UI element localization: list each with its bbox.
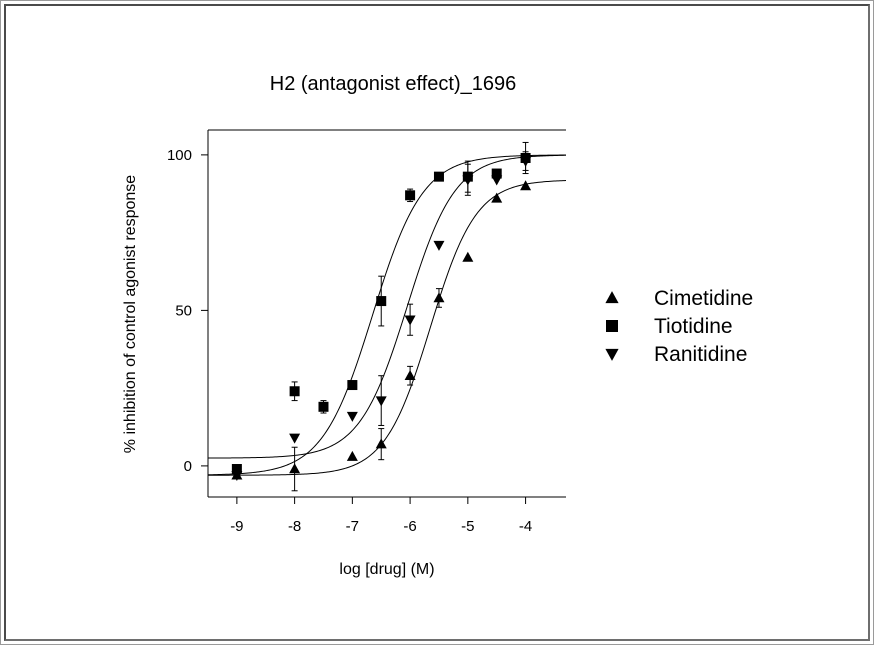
x-tick-label: -5: [461, 518, 474, 535]
legend: Cimetidine Tiotidine Ranitidine: [605, 287, 753, 366]
fit-curve-ranitidine: [208, 154, 567, 459]
data-point-ranitidine: [404, 315, 416, 326]
data-point-cimetidine: [462, 251, 474, 262]
data-point-ranitidine: [231, 470, 243, 481]
data-point-tiotidine: [231, 464, 242, 475]
data-point-tiotidine: [376, 296, 387, 307]
data-point-tiotidine: [491, 168, 502, 179]
fit-curve-tiotidine: [207, 154, 567, 476]
data-point-ranitidine: [462, 175, 474, 186]
fit-curve-cimetidine: [208, 180, 567, 476]
data-point-ranitidine: [346, 411, 358, 422]
data-point-tiotidine: [289, 386, 300, 397]
y-tick-label: 100: [167, 147, 192, 164]
window-inner-border: [4, 4, 870, 641]
data-point-tiotidine: [433, 171, 444, 182]
legend-marker-cimetidine: [605, 291, 619, 304]
x-tick-label: -4: [519, 518, 532, 535]
data-point-ranitidine: [433, 240, 445, 251]
y-tick-label: 50: [175, 302, 192, 319]
data-point-cimetidine: [404, 369, 416, 380]
data-point-cimetidine: [346, 450, 358, 461]
x-tick-label: -6: [403, 518, 416, 535]
chart-title: H2 (antagonist effect)_1696: [270, 73, 516, 95]
data-point-ranitidine: [375, 396, 387, 407]
data-point-tiotidine: [318, 401, 329, 412]
y-tick-label: 0: [184, 458, 192, 475]
legend-marker-tiotidine: [606, 320, 618, 332]
data-point-ranitidine: [491, 175, 503, 186]
plot-area: -9 -8 -7 -6 -5 -4 0 50 100: [167, 129, 567, 535]
data-point-ranitidine: [289, 433, 301, 444]
y-axis-label: % inhibition of control agonist response: [122, 175, 139, 453]
data-point-cimetidine: [289, 463, 301, 474]
x-tick-label: -7: [346, 518, 359, 535]
data-point-tiotidine: [347, 380, 358, 391]
legend-label-tiotidine: Tiotidine: [654, 315, 733, 338]
legend-label-ranitidine: Ranitidine: [654, 343, 747, 366]
x-tick-label: -9: [230, 518, 243, 535]
legend-label-cimetidine: Cimetidine: [654, 287, 753, 310]
data-point-tiotidine: [405, 190, 416, 201]
data-point-cimetidine: [375, 438, 387, 449]
x-axis-label: log [drug] (M): [339, 561, 434, 578]
data-point-ranitidine: [520, 156, 532, 167]
legend-marker-ranitidine: [605, 348, 619, 361]
data-point-cimetidine: [491, 192, 503, 203]
x-tick-label: -8: [288, 518, 301, 535]
data-point-cimetidine: [433, 292, 445, 303]
data-point-cimetidine: [520, 180, 532, 191]
